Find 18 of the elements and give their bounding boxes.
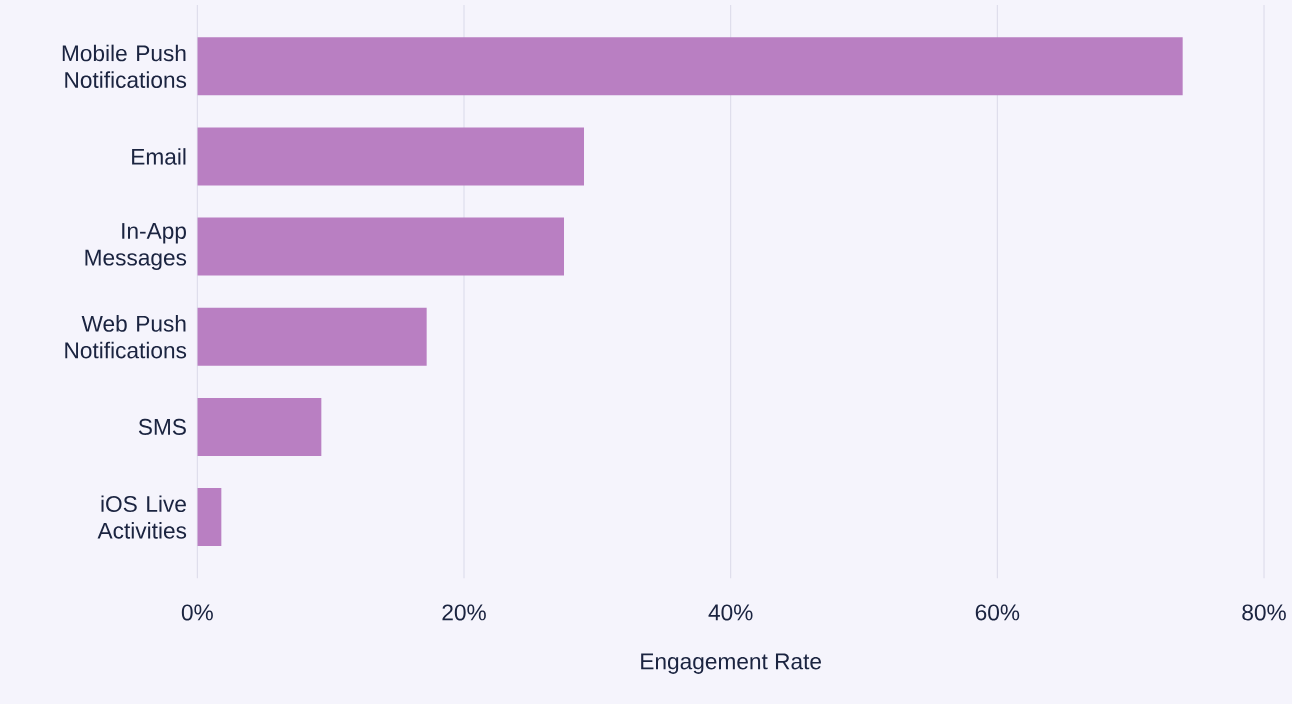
y-tick-label: Mobile Push Notifications — [62, 44, 187, 88]
bar — [197, 217, 565, 276]
x-tick-label: 0% — [181, 604, 213, 621]
y-tick-label: Web Push Notifications — [65, 315, 187, 359]
bar — [197, 307, 427, 366]
x-tick-label: 40% — [708, 604, 753, 621]
y-tick-label: iOS Live Activities — [97, 495, 187, 539]
y-tick-label: SMS — [138, 418, 186, 435]
x-axis-title: Engagement Rate — [641, 653, 821, 674]
x-tick-label: 80% — [1242, 604, 1286, 621]
y-tick-label: Email — [132, 148, 186, 165]
bar — [197, 397, 322, 456]
bar — [197, 488, 222, 547]
bar — [197, 37, 1183, 96]
x-tick-label: 60% — [975, 604, 1020, 621]
x-tick-label: 20% — [442, 604, 486, 621]
y-tick-label: In-App Messages — [85, 223, 187, 271]
bar — [197, 127, 584, 186]
